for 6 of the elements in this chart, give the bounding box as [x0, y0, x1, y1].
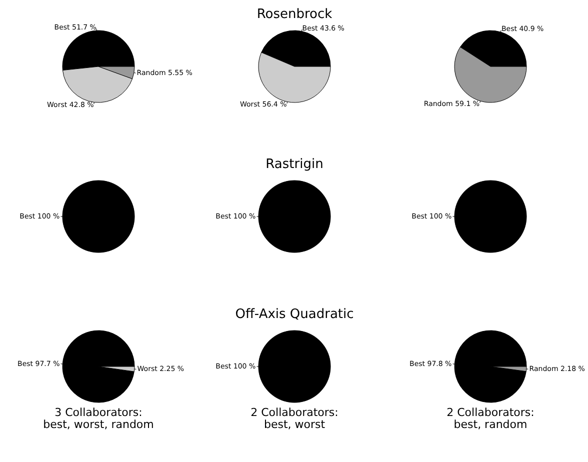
chart-title: Off-Axis Quadratic [235, 307, 354, 322]
text: 2 Collaborators: best, random [446, 406, 534, 431]
chart-title: Rosenbrock [256, 7, 333, 22]
chart-title: Rastrigin [266, 157, 324, 172]
text: 3 Collaborators: best, worst, random [43, 406, 154, 431]
text: 2 Collaborators: best, worst [250, 406, 338, 431]
